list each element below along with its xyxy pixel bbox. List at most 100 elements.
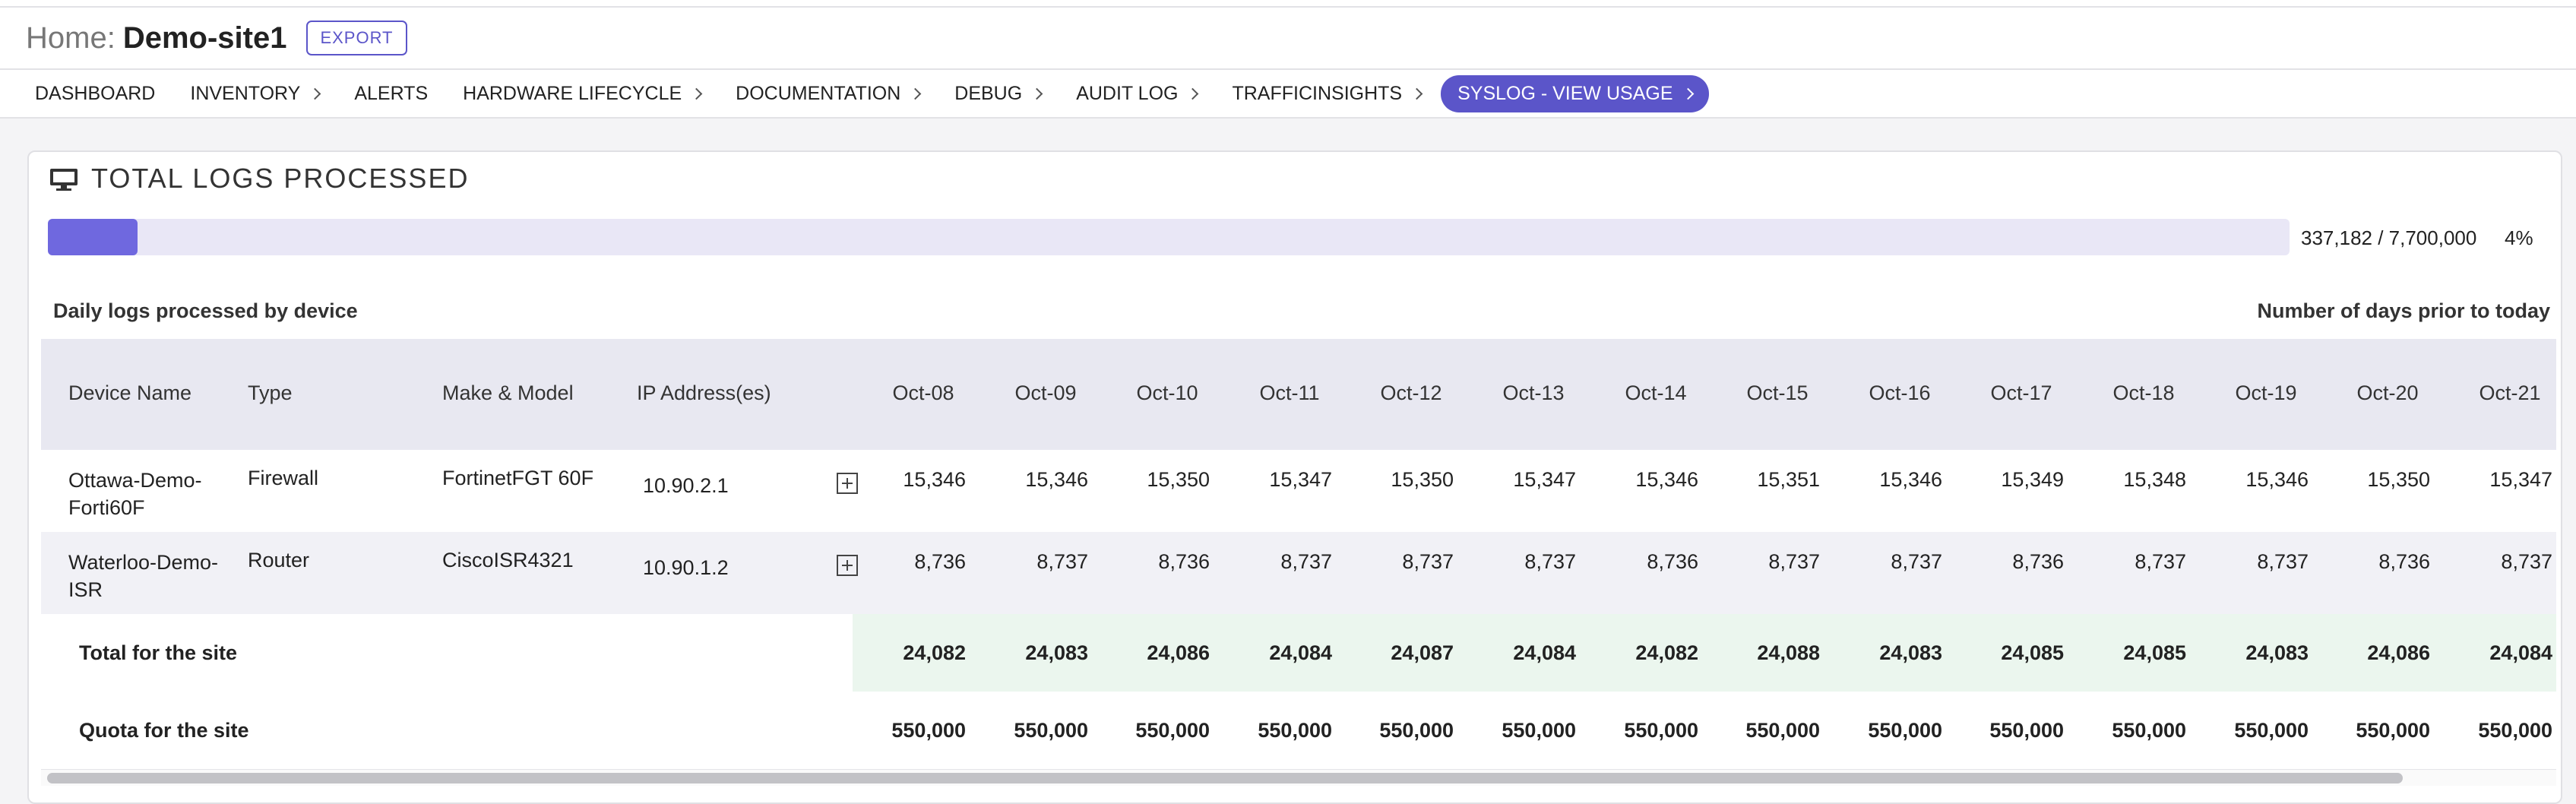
quota-cell: 550,000 <box>2234 719 2309 742</box>
log-count-cell: 15,350 <box>2367 468 2430 491</box>
quota-cell: 550,000 <box>1745 719 1820 742</box>
quota-row: Quota for the site 550,000 550,000 550,000… <box>41 692 2556 769</box>
date-header: Oct-16 <box>1869 381 1931 404</box>
date-header: Oct-17 <box>1990 381 2052 404</box>
progress-percent: 4% <box>2505 226 2533 249</box>
device-name-line: Ottawa-Demo- <box>68 469 202 492</box>
log-count-cell: 8,737 <box>1036 550 1088 573</box>
monitor-icon <box>50 167 78 191</box>
tab-hardware-lifecycle[interactable]: HARDWARE LIFECYCLE <box>463 82 703 105</box>
log-count-cell: 8,736 <box>2378 550 2430 573</box>
log-count-cell: 8,737 <box>2135 550 2186 573</box>
log-count-cell: 8,737 <box>1524 550 1576 573</box>
log-count-cell: 15,350 <box>1391 468 1454 491</box>
quota-cell: 550,000 <box>1014 719 1088 742</box>
date-header: Oct-18 <box>2112 381 2175 404</box>
quota-cell: 550,000 <box>1135 719 1210 742</box>
tab-dashboard[interactable]: DASHBOARD <box>35 83 155 105</box>
total-cell: 24,084 <box>2489 641 2552 664</box>
log-count-cell: 15,346 <box>2245 468 2309 491</box>
page-header: Home: Demo-site1 EXPORT <box>0 8 2576 70</box>
tab-label: AUDIT LOG <box>1076 82 1179 104</box>
tab-label: HARDWARE LIFECYCLE <box>463 82 682 104</box>
tab-audit-log[interactable]: AUDIT LOG <box>1076 82 1199 105</box>
total-cell: 24,082 <box>903 641 966 664</box>
table-row: Ottawa-Demo- Forti60F Firewall FortinetF… <box>41 450 2556 532</box>
total-cell: 24,085 <box>2001 641 2064 664</box>
device-name-line: Forti60F <box>68 496 145 519</box>
tab-documentation[interactable]: DOCUMENTATION <box>736 82 922 105</box>
device-name[interactable]: Waterloo-Demo- ISR <box>68 549 218 603</box>
log-count-cell: 15,346 <box>1025 468 1088 491</box>
log-count-cell: 15,346 <box>1635 468 1698 491</box>
tab-inventory[interactable]: INVENTORY <box>190 83 321 105</box>
col-device-name[interactable]: Device Name <box>68 381 192 404</box>
log-count-cell: 15,349 <box>2001 468 2064 491</box>
log-count-cell: 15,347 <box>2489 468 2552 491</box>
log-count-cell: 15,351 <box>1757 468 1820 491</box>
card-title-text: TOTAL LOGS PROCESSED <box>91 163 470 194</box>
date-header: Oct-10 <box>1136 381 1198 404</box>
chevron-right-icon <box>1682 87 1694 100</box>
total-cell: 24,086 <box>2367 641 2430 664</box>
date-header: Oct-21 <box>2479 381 2541 404</box>
log-count-cell: 8,737 <box>1402 550 1454 573</box>
quota-cell: 550,000 <box>1868 719 1942 742</box>
date-header: Oct-11 <box>1259 381 1320 404</box>
date-header: Oct-12 <box>1380 381 1442 404</box>
expand-ip-icon[interactable] <box>837 555 858 576</box>
progress-count: 337,182 / 7,700,000 <box>2301 226 2477 249</box>
days-prior-heading: Number of days prior to today <box>2257 299 2550 322</box>
device-model: CiscoISR4321 <box>442 549 574 571</box>
device-name-line: Waterloo-Demo- <box>68 551 219 574</box>
device-ip: 10.90.1.2 <box>643 556 729 579</box>
device-type: Router <box>248 549 310 571</box>
col-type[interactable]: Type <box>248 381 293 404</box>
log-count-cell: 8,736 <box>1158 550 1210 573</box>
log-count-cell: 8,737 <box>1280 550 1332 573</box>
total-cell: 24,087 <box>1391 641 1454 664</box>
site-nav: DASHBOARD INVENTORY ALERTS HARDWARE LIFE… <box>0 70 2576 119</box>
col-ip-addresses[interactable]: IP Address(es) <box>637 381 771 404</box>
quota-cell: 550,000 <box>2112 719 2186 742</box>
log-count-cell: 15,346 <box>1879 468 1942 491</box>
scrollbar-thumb[interactable] <box>47 773 2403 783</box>
total-row: Total for the site 24,082 24,083 24,086 24,… <box>41 614 2556 692</box>
tab-debug[interactable]: DEBUG <box>954 83 1043 105</box>
expand-ip-icon[interactable] <box>837 473 858 494</box>
total-cell: 24,082 <box>1635 641 1698 664</box>
log-count-cell: 15,347 <box>1513 468 1576 491</box>
horizontal-scrollbar[interactable] <box>41 769 2556 786</box>
total-cell: 24,086 <box>1147 641 1210 664</box>
quota-cell: 550,000 <box>1624 719 1698 742</box>
log-count-cell: 15,348 <box>2123 468 2186 491</box>
log-count-cell: 15,346 <box>903 468 966 491</box>
total-cell: 24,083 <box>1879 641 1942 664</box>
date-header: Oct-14 <box>1625 381 1687 404</box>
export-button[interactable]: EXPORT <box>306 21 407 55</box>
quota-cell: 550,000 <box>2478 719 2552 742</box>
device-name[interactable]: Ottawa-Demo- Forti60F <box>68 467 202 521</box>
date-header: Oct-13 <box>1502 381 1565 404</box>
log-count-cell: 8,737 <box>2501 550 2552 573</box>
tab-label: DASHBOARD <box>35 82 156 104</box>
quota-cell: 550,000 <box>1989 719 2064 742</box>
tab-label: SYSLOG - VIEW USAGE <box>1457 82 1673 104</box>
home-breadcrumb[interactable]: Home: <box>26 21 116 55</box>
quota-cell: 550,000 <box>1502 719 1576 742</box>
chevron-right-icon <box>910 87 922 100</box>
top-border <box>0 0 2576 8</box>
tab-label: DOCUMENTATION <box>736 82 901 104</box>
log-count-cell: 8,736 <box>914 550 966 573</box>
date-header: Oct-20 <box>2356 381 2419 404</box>
log-count-cell: 8,736 <box>2012 550 2064 573</box>
date-header: Oct-08 <box>892 381 954 404</box>
tab-trafficinsights[interactable]: TRAFFICINSIGHTS <box>1232 83 1423 105</box>
tab-alerts[interactable]: ALERTS <box>354 83 428 105</box>
chevron-right-icon <box>690 87 703 100</box>
tab-syslog-view-usage[interactable]: SYSLOG - VIEW USAGE <box>1441 74 1709 112</box>
table-row: Waterloo-Demo- ISR Router CiscoISR4321 1… <box>41 532 2556 614</box>
log-count-cell: 15,347 <box>1269 468 1332 491</box>
col-make-model[interactable]: Make & Model <box>442 381 574 404</box>
log-count-cell: 8,737 <box>2257 550 2309 573</box>
